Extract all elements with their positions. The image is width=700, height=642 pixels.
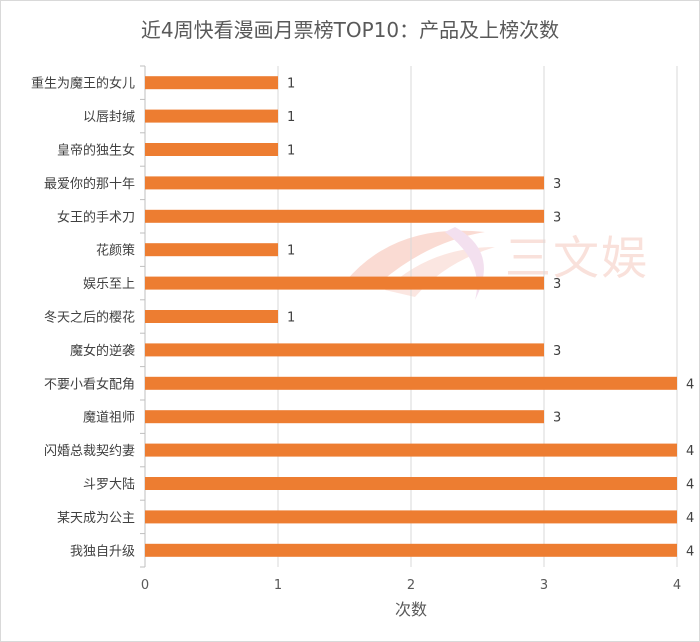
x-axis-label: 次数 [394,600,427,619]
y-tick-label: 娱乐至上 [83,277,135,292]
y-tick-label: 魔女的逆袭 [70,343,135,359]
bar [145,477,677,490]
bar [145,543,677,557]
x-tick-label: 0 [141,578,149,593]
y-tick-label: 某天成为公主 [57,511,135,526]
bar [145,109,278,123]
bar [145,443,677,457]
data-label: 4 [686,511,694,526]
bar [145,310,278,323]
y-tick-label: 花颜策 [96,243,135,259]
y-tick-label: 重生为魔王的女儿 [31,76,135,92]
y-tick-label: 魔道祖师 [83,411,135,426]
bar [145,276,544,290]
data-label: 1 [287,144,295,159]
data-label: 1 [287,311,295,326]
data-label: 3 [553,277,561,292]
x-tick-label: 4 [673,578,681,593]
data-label: 4 [686,377,694,392]
chart-title: 近4周快看漫画月票榜TOP10：产品及上榜次数 [140,18,560,42]
y-tick-label: 皇帝的独生女 [57,143,135,159]
bar [145,510,677,524]
y-tick-label: 最爱你的那十年 [44,176,135,192]
data-label: 4 [686,544,694,559]
y-tick-label: 不要小看女配角 [44,376,135,392]
y-tick-label: 女王的手术刀 [57,209,135,225]
data-label: 1 [287,77,295,92]
y-tick-label: 斗罗大陆 [83,477,135,493]
data-label: 3 [553,210,561,225]
data-label: 4 [686,444,694,459]
x-tick-label: 2 [407,578,415,593]
y-tick-label: 以唇封缄 [83,110,135,125]
data-label: 1 [287,244,295,259]
bar [145,176,544,190]
bar [145,343,544,357]
x-tick-label: 3 [540,578,548,593]
data-label: 3 [553,411,561,426]
bar [145,376,677,390]
data-label: 3 [553,344,561,359]
bar [145,76,278,90]
bar [145,209,544,223]
y-tick-label: 闪婚总裁契约妻 [44,443,135,459]
bar [145,143,278,156]
bar [145,243,278,257]
x-tick-label: 1 [274,578,282,593]
data-label: 4 [686,478,694,493]
y-tick-label: 冬天之后的樱花 [44,310,135,326]
data-label: 3 [553,177,561,192]
data-label: 1 [287,110,295,125]
bar [145,410,544,424]
y-tick-label: 我独自升级 [70,544,135,559]
